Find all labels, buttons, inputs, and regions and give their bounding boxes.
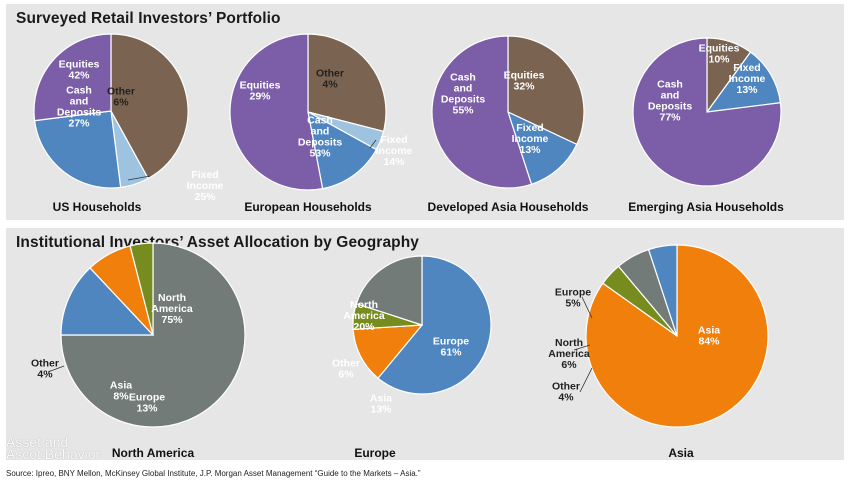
pie-developed-asia-households: Equities 32% Fixed Income 13% Cash and Deposits… [431, 35, 585, 189]
institutional-panel-title: Institutional Investors’ Asset Allocatio… [16, 234, 420, 251]
leader-line-north-america [573, 344, 591, 351]
slice-cash-and-deposits [632, 37, 782, 187]
pie-europe: Europe 61% Asia 13% Other 6% North America 20% [332, 255, 492, 416]
pie-european-households: Equities 29% Other 4% Fixed Income 14% Cash and D… [229, 33, 413, 191]
data-label-europe: Europe 61% [433, 336, 469, 359]
chart-title-europe: Europe [354, 446, 396, 460]
slice-asia [585, 244, 769, 428]
leader-line-europe [581, 296, 593, 319]
data-label-asia: Asia 84% [698, 325, 720, 348]
slice-fixed-income [705, 51, 782, 113]
data-label-europe: Europe 5% [555, 287, 591, 310]
slice-cash-and-deposits [431, 35, 533, 189]
data-label-other: Other 4% [31, 358, 59, 381]
slice-cash-and-deposits [33, 33, 112, 122]
pie-north-america: North America 75% Europe 13%Asia 8% Other 4% [31, 242, 246, 428]
data-label-equities: Equities 10% [699, 43, 740, 66]
data-label-cash-and-deposits: Cash and Deposits 55% [441, 72, 486, 117]
slice-north-america [60, 242, 246, 428]
chart-title-north-america: North America [111, 446, 195, 460]
chart-title-emerging-asia-households: Emerging Asia Households [628, 200, 784, 214]
source-note: Source: Ipreo, BNY Mellon, McKinsey Glob… [6, 469, 421, 478]
slice-north-america [355, 255, 423, 326]
chart-title-european-households: European Households [244, 200, 372, 214]
data-label-cash-and-deposits: Cash and Deposits 53% [298, 115, 343, 160]
pie-asia: Asia 84% Other 4% North America 6% Europe 5% [548, 244, 769, 428]
slice-equities [110, 33, 189, 180]
retail-panel-title: Surveyed Retail Investors’ Portfolio [16, 10, 281, 27]
leader-line-other [369, 139, 377, 149]
leader-line-other [579, 367, 593, 393]
data-label-cash-and-deposits: Cash and Deposits 77% [648, 79, 693, 124]
leader-line-other [127, 175, 151, 181]
data-label-fixed-income: Fixed Income 13% [729, 62, 766, 96]
watermark-line-2: Ascot Behavior [6, 446, 101, 462]
data-label-equities: Equities 42% [59, 59, 100, 82]
chart-title-us-households: US Households [52, 200, 142, 214]
slice-europe [647, 244, 678, 337]
data-label-north-america: North America 20% [343, 299, 385, 333]
slice-cash-and-deposits [229, 33, 324, 191]
slice-fixed-income [307, 110, 378, 190]
data-label-other: Other 6% [332, 358, 360, 381]
chart-title-developed-asia-households: Developed Asia Households [427, 200, 589, 214]
pie-emerging-asia-households: Equities 10%Fixed Income 13% Cash and Deposits… [632, 37, 782, 187]
slice-europe [60, 267, 155, 336]
leader-line-other [47, 365, 65, 373]
data-label-equities: Equities 29% [240, 80, 281, 103]
pie-us-households: Equities 42% Other 6% Fixed Income 25% Cash and D… [33, 33, 224, 203]
slice-other [129, 242, 154, 336]
data-label-asia: Asia 8% [110, 380, 132, 403]
slice-equities [307, 33, 387, 133]
slice-asia [352, 324, 424, 380]
data-label-north-america: North America 6% [548, 337, 590, 371]
watermark: Asset and Ascot Behavior [6, 434, 101, 462]
data-label-cash-and-deposits: Cash and Deposits 27% [57, 85, 102, 130]
slice-equities [507, 35, 585, 146]
chart-title-asia: Asia [668, 446, 694, 460]
data-label-fixed-income: Fixed Income 14% [376, 134, 413, 168]
data-label-other: Other 4% [316, 68, 344, 91]
data-label-north-america: North America 75% [151, 292, 193, 326]
data-label-equities: Equities 32% [504, 70, 545, 93]
data-label-asia: Asia 13% [370, 393, 392, 416]
watermark-line-1: Asset and [6, 434, 69, 450]
slice-fixed-income [33, 110, 122, 189]
data-label-fixed-income: Fixed Income 25% [187, 169, 224, 203]
data-label-europe: Europe 13% [129, 392, 165, 415]
data-label-fixed-income: Fixed Income 13% [512, 122, 549, 156]
slice-europe [377, 255, 492, 395]
slice-fixed-income [507, 110, 578, 186]
data-label-other: Other 4% [552, 381, 580, 404]
data-label-other: Other 6% [107, 86, 135, 109]
